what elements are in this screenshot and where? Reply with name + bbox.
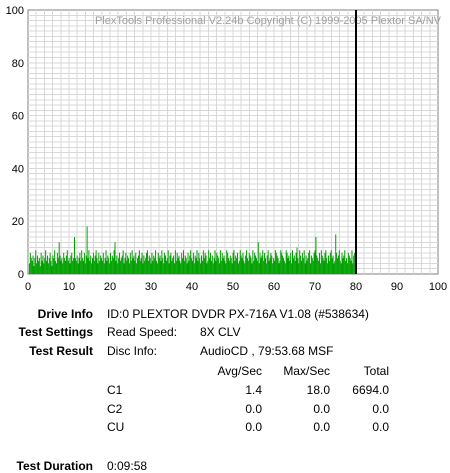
y-tick-label: 40 — [12, 163, 24, 175]
watermark-text: PlexTools Professional V2.24b Copyright … — [95, 15, 442, 27]
drive-info-label: Drive Info — [37, 307, 93, 321]
header-total: Total — [363, 364, 389, 378]
disc-info-value: AudioCD , 79:53.68 MSF — [200, 344, 334, 358]
x-tick-label: 20 — [104, 281, 116, 293]
c1-error-chart: PlexTools Professional V2.24b Copyright … — [6, 5, 448, 293]
test-duration-label: Test Duration — [16, 459, 93, 473]
y-tick-label: 100 — [6, 5, 24, 17]
read-speed-label: Read Speed: — [107, 325, 178, 339]
drive-info-value: ID:0 PLEXTOR DVDR PX-716A V1.08 (#538634… — [107, 307, 369, 321]
x-tick-label: 40 — [186, 281, 198, 293]
x-tick-label: 80 — [350, 281, 362, 293]
test-result-label: Test Result — [29, 344, 93, 358]
row-c2-avg: 0.0 — [245, 402, 262, 416]
x-tick-label: 30 — [145, 281, 157, 293]
x-tick-label: 10 — [63, 281, 75, 293]
x-tick-label: 50 — [227, 281, 239, 293]
x-tick-label: 60 — [268, 281, 280, 293]
bar-series — [28, 226, 357, 274]
test-settings-label: Test Settings — [18, 325, 93, 339]
x-tick-label: 0 — [25, 281, 31, 293]
header-max: Max/Sec — [283, 364, 330, 378]
row-name-cu: CU — [107, 420, 125, 434]
x-tick-label: 90 — [391, 281, 403, 293]
row-name-c2: C2 — [107, 402, 123, 416]
y-tick-label: 80 — [12, 58, 24, 70]
row-c1-max: 18.0 — [306, 383, 330, 397]
x-axis-ticks: 0 10 20 30 40 50 60 70 80 90 100 — [25, 281, 447, 293]
y-axis-ticks: 0 20 40 60 80 100 — [6, 5, 24, 281]
y-tick-label: 0 — [18, 269, 24, 281]
row-c2-total: 0.0 — [372, 402, 389, 416]
grid-lines — [28, 10, 438, 274]
row-cu-total: 0.0 — [372, 420, 389, 434]
row-c1-total: 6694.0 — [352, 383, 389, 397]
y-tick-label: 20 — [12, 216, 24, 228]
x-tick-label: 70 — [309, 281, 321, 293]
row-c1-avg: 1.4 — [245, 383, 262, 397]
read-speed-value: 8X CLV — [200, 325, 241, 339]
x-tick-label: 100 — [429, 281, 447, 293]
row-name-c1: C1 — [107, 383, 123, 397]
header-avg: Avg/Sec — [217, 364, 262, 378]
disc-info-label: Disc Info: — [107, 344, 158, 358]
y-tick-label: 60 — [12, 111, 24, 123]
row-c2-max: 0.0 — [313, 402, 330, 416]
row-cu-avg: 0.0 — [245, 420, 262, 434]
row-cu-max: 0.0 — [313, 420, 330, 434]
test-duration-value: 0:09:58 — [107, 459, 148, 473]
